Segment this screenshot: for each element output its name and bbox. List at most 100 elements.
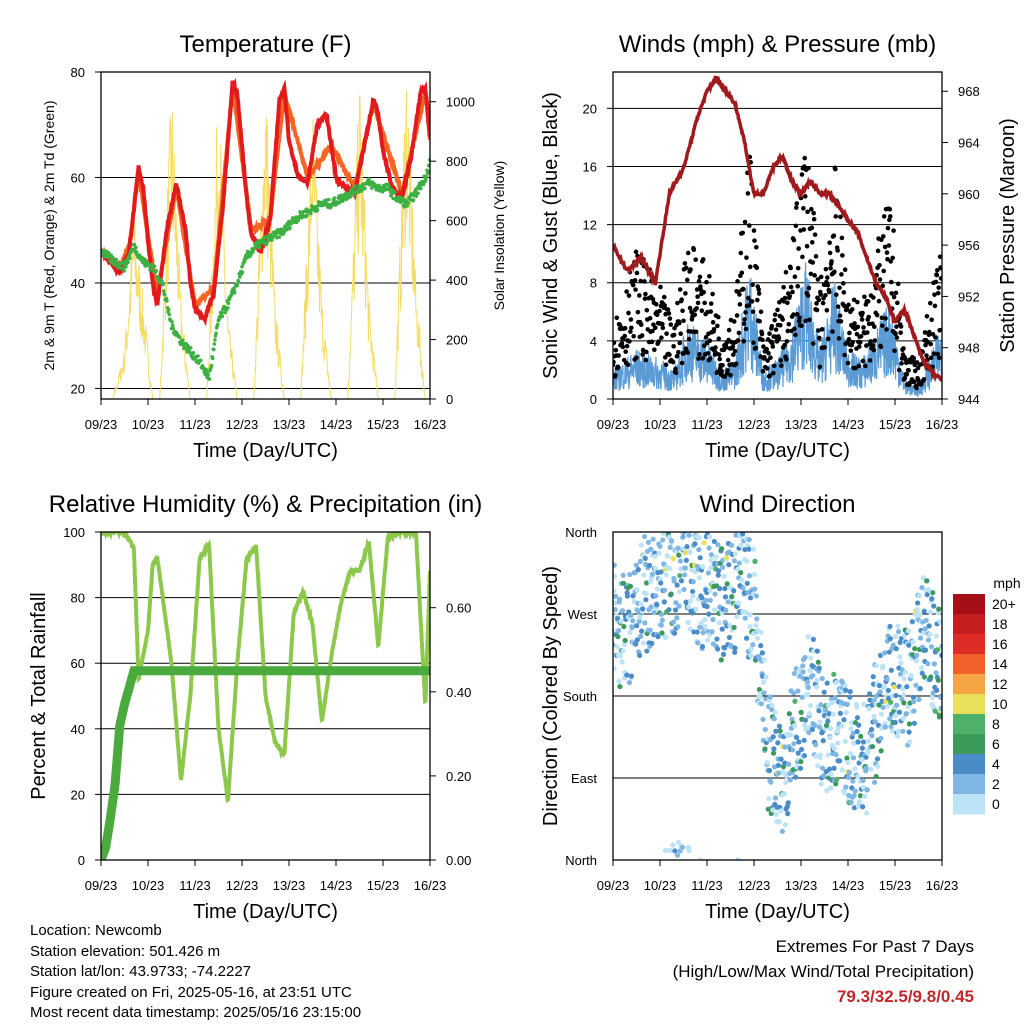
colorbar-swatch: [953, 734, 985, 755]
gust-point: [731, 319, 737, 324]
y-tick-label: 20: [583, 101, 597, 116]
gust-point: [894, 324, 899, 329]
gust-point: [902, 375, 908, 381]
wind-direction-point: [850, 778, 856, 784]
gust-point: [643, 357, 649, 363]
gust-point: [875, 248, 881, 254]
wind-direction-point: [683, 557, 689, 563]
gust-point: [933, 279, 939, 285]
gust-point: [815, 277, 821, 282]
dewpoint-point: [424, 175, 429, 179]
plot-area: [613, 74, 942, 398]
gust-point: [939, 265, 942, 271]
gust-point: [847, 330, 852, 336]
gust-point: [670, 359, 676, 365]
wind-direction-point: [739, 577, 745, 583]
wind-direction-point: [650, 536, 656, 542]
gust-point: [746, 303, 752, 308]
wind-direction-point: [904, 684, 910, 690]
wind-direction-point: [709, 629, 715, 635]
gust-point: [832, 269, 837, 275]
wind-direction-point: [925, 637, 932, 643]
wind-direction-point: [864, 787, 870, 793]
wind-direction-point: [704, 603, 710, 610]
gust-point: [911, 379, 917, 385]
gust-point: [827, 240, 832, 246]
wind-direction-point: [909, 619, 915, 625]
wind-direction-point: [721, 573, 727, 579]
y2-tick-label: 948: [958, 341, 980, 356]
y2-tick-label: 956: [958, 238, 980, 253]
gust-point: [657, 308, 662, 314]
wind-direction-point: [750, 642, 756, 648]
x-tick-label: 10/23: [132, 878, 165, 893]
wind-direction-point: [706, 611, 712, 617]
gust-point: [746, 295, 751, 301]
x-tick-label: 12/23: [738, 878, 771, 893]
wind-direction-point: [920, 575, 926, 581]
wind-direction-point: [916, 696, 922, 703]
wind-direction-point: [827, 725, 834, 732]
gust-point: [757, 318, 762, 324]
wind-direction-point: [697, 624, 703, 630]
gust-point: [691, 247, 697, 253]
gust-point: [833, 214, 839, 219]
wind-direction-point: [791, 741, 797, 747]
wind-direction-point: [897, 671, 904, 677]
dewpoint-point: [270, 238, 274, 242]
y2-tick-label: 600: [446, 214, 468, 229]
gust-point: [695, 294, 700, 299]
dewpoint-point: [369, 186, 374, 190]
wind-direction-point: [649, 640, 655, 646]
wind-direction-point: [910, 639, 916, 645]
gust-point: [894, 335, 900, 340]
wind-direction-point: [731, 588, 737, 594]
y-axis-title: Direction (Colored By Speed): [540, 566, 562, 826]
wind-direction-point: [701, 540, 707, 546]
gust-point: [699, 308, 705, 314]
wind-direction-point: [659, 617, 665, 623]
y-tick-label: West: [568, 607, 598, 622]
gust-point: [753, 345, 759, 351]
wind-direction-point: [841, 717, 847, 723]
gust-point: [796, 318, 802, 324]
wind-direction-point: [936, 606, 942, 612]
wind-direction-point: [854, 704, 860, 710]
wind-direction-point: [772, 795, 779, 801]
colorbar-swatch: [953, 754, 985, 775]
dewpoint-point: [305, 213, 309, 218]
gust-point: [849, 307, 855, 312]
wind-direction-point: [831, 746, 838, 752]
wind-direction-point: [747, 612, 753, 618]
wind-direction-point: [662, 587, 668, 593]
gust-point: [633, 249, 639, 255]
gust-point: [711, 326, 717, 332]
gust-point: [855, 299, 860, 305]
gust-point: [652, 347, 657, 353]
gust-point: [885, 225, 891, 231]
wind-direction-point: [872, 718, 878, 725]
wind-direction-point: [633, 641, 639, 647]
wind-direction-point: [686, 848, 692, 854]
wind-direction-point: [686, 532, 692, 538]
wind-direction-point: [866, 738, 872, 744]
wind-direction-point: [684, 543, 690, 550]
wind-direction-point: [707, 597, 713, 603]
wind-direction-point: [900, 692, 907, 698]
x-tick-label: 11/23: [691, 878, 723, 893]
wind-direction-point: [847, 689, 853, 695]
gust-point: [812, 232, 818, 237]
wind-direction-point: [792, 723, 798, 729]
gust-point: [667, 352, 672, 357]
gust-point: [845, 360, 851, 366]
gust-point: [794, 205, 799, 210]
wind-direction-point: [634, 623, 640, 629]
wind-direction-point: [665, 553, 671, 559]
gust-point: [656, 339, 661, 344]
gust-point: [664, 331, 669, 336]
gust-point: [623, 349, 628, 354]
gust-point: [799, 172, 805, 177]
wind-direction-point: [773, 811, 779, 818]
gust-point: [683, 291, 688, 296]
wind-direction-point: [735, 857, 741, 860]
